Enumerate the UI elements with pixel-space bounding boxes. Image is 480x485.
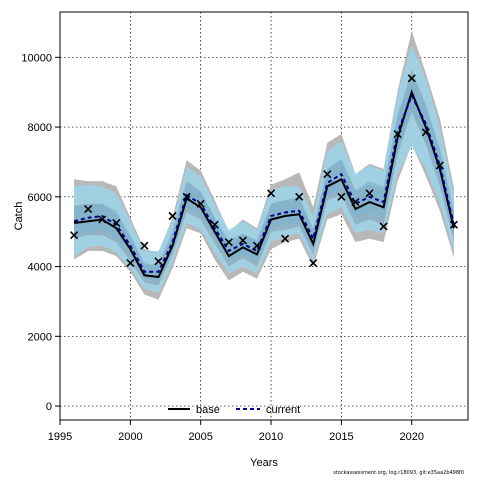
observed-point-stroke (224, 238, 233, 247)
series-line-current (73, 93, 455, 273)
observed-point-stroke (351, 197, 360, 207)
observed-point (70, 231, 79, 240)
y-axis: 0 2000 4000 6000 8000 10000 (21, 52, 60, 413)
observed-point (196, 199, 205, 208)
observed-point (210, 220, 219, 229)
observed-point-stroke (281, 234, 290, 243)
observed-point-stroke (98, 215, 107, 224)
observed-point-stroke (70, 231, 79, 240)
x-tick-label: 2010 (259, 431, 283, 443)
series-line-base (73, 89, 455, 279)
observed-point (421, 128, 430, 137)
y-axis-label: Catch (13, 202, 25, 231)
x-tick-label: 2015 (329, 431, 353, 443)
observed-point-stroke (210, 220, 219, 229)
observed-point-stroke (182, 192, 191, 201)
x-axis-label: Years (250, 457, 278, 469)
observed-point (365, 189, 374, 198)
observed-point (168, 211, 177, 221)
observed-point-stroke (154, 257, 163, 266)
observed-point-stroke (421, 128, 430, 137)
legend-label-current: current (266, 404, 300, 416)
observed-point-stroke (238, 236, 247, 245)
observed-point (309, 259, 318, 268)
observed-point-stroke (84, 204, 93, 214)
observed-point (295, 192, 304, 201)
observed-point (379, 222, 388, 231)
x-tick-label: 2020 (399, 431, 423, 443)
observed-point (182, 192, 191, 201)
observed-point (98, 215, 107, 224)
current-inner-band (74, 78, 454, 281)
observed-point-stroke (140, 241, 149, 250)
observed-point (393, 129, 402, 139)
observed-point-stroke (168, 211, 177, 221)
footer-text: stockassessment.org, log.r18093, git:e35… (333, 470, 464, 476)
observed-point-stroke (309, 259, 318, 268)
x-tick-label: 2005 (188, 431, 212, 443)
observed-point (266, 189, 276, 198)
x-axis: 1995 2000 2005 2010 2015 2020 (48, 420, 424, 443)
y-tick-label: 10000 (21, 52, 52, 64)
observed-point-stroke (365, 189, 374, 198)
observed-point-stroke (449, 220, 458, 229)
legend-label-base: base (196, 404, 220, 416)
observed-point (337, 192, 346, 201)
observed-point (407, 74, 416, 83)
current-outer-band (74, 45, 454, 293)
observed-point (224, 238, 233, 247)
observed-point (140, 241, 149, 250)
observed-point-stroke (112, 218, 121, 228)
observed-point-stroke (295, 192, 304, 201)
observed-point (84, 204, 93, 214)
observed-point-stroke (435, 161, 444, 170)
observed-point (435, 161, 444, 170)
y-tick-label: 2000 (28, 331, 52, 343)
observed-point (281, 234, 290, 243)
observed-points (70, 74, 458, 268)
observed-point-stroke (337, 192, 346, 201)
observed-point-stroke (196, 199, 205, 208)
y-tick-label: 6000 (28, 192, 52, 204)
observed-point-stroke (323, 170, 332, 179)
observed-point (126, 259, 135, 268)
plot-frame (59, 11, 469, 421)
y-tick-label: 8000 (28, 122, 52, 134)
observed-point-stroke (379, 222, 388, 231)
observed-point (112, 218, 121, 228)
observed-point (154, 257, 163, 266)
observed-point (323, 170, 332, 179)
x-tick-label: 1995 (48, 431, 72, 443)
observed-point (351, 197, 360, 207)
y-tick-label: 4000 (28, 262, 52, 274)
observed-point-stroke (266, 189, 276, 198)
observed-point (252, 241, 262, 250)
y-tick-label: 0 (46, 401, 52, 413)
observed-point (449, 220, 458, 229)
observed-point-stroke (126, 259, 135, 268)
legend: base current (168, 404, 300, 416)
observed-point (238, 236, 247, 245)
observed-point-stroke (393, 129, 402, 139)
x-tick-label: 2000 (118, 431, 142, 443)
observed-point-stroke (252, 241, 262, 250)
observed-point-stroke (407, 74, 416, 83)
